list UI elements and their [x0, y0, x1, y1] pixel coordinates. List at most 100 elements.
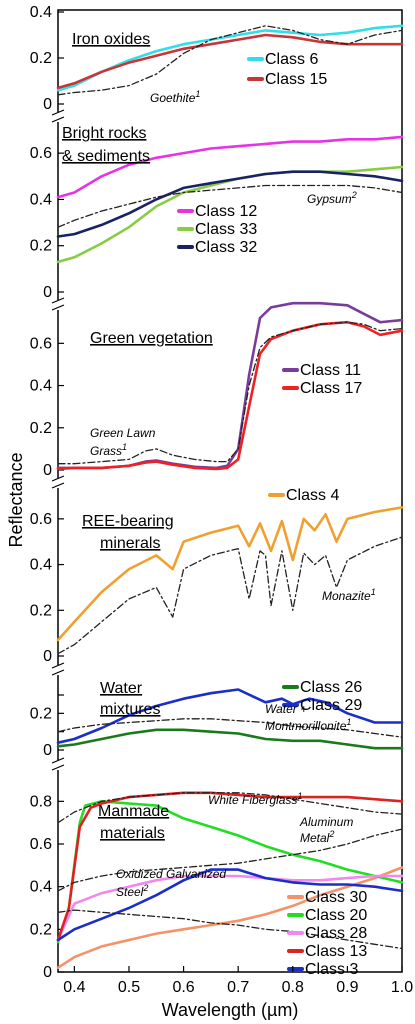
panel-1-ytick-label: 0.2 [30, 50, 52, 67]
panel-2-ytick-label: 0.4 [30, 191, 52, 208]
panel-6-ytick-label: 0.4 [30, 879, 52, 896]
panel-2-reference-label: Gypsum2 [307, 190, 357, 206]
panel-3-legend-class-17: Class 17 [300, 380, 362, 397]
panel-6-title: materials [100, 825, 165, 842]
y-axis-title: Reflectance [6, 452, 26, 547]
axis-break-mark [51, 475, 65, 482]
reference-name: Gypsum [307, 192, 352, 206]
reference-superscript: 1 [371, 587, 376, 597]
x-tick-label: 0.8 [282, 979, 304, 996]
axis-break-mark [51, 662, 65, 669]
reference-superscript: 2 [142, 883, 148, 893]
panel-1-reference-label: Goethite1 [150, 89, 200, 105]
panel-6-series-class-30 [56, 866, 404, 970]
reference-superscript: 1 [195, 89, 200, 99]
panel-2-series-class-32 [56, 170, 404, 238]
reference-name: Metal [300, 831, 330, 845]
axis-break-mark [51, 669, 65, 676]
reference-name: Grass [90, 444, 122, 458]
panel-5-series-class-26 [56, 728, 404, 750]
reference-name: Steel [116, 885, 144, 899]
x-tick-label: 0.5 [118, 979, 140, 996]
x-tick-label: 0.9 [336, 979, 358, 996]
reference-superscript: 1 [346, 717, 351, 727]
panel-5-legend-class-29: Class 29 [300, 697, 362, 714]
x-tick-label: 1.0 [391, 979, 413, 996]
panel-5-ytick-label: 0.2 [30, 705, 52, 722]
panel-6-reference-label: Steel2 [116, 883, 148, 899]
panel-3-legend-class-11: Class 11 [300, 362, 361, 379]
x-tick-label: 0.4 [63, 979, 85, 996]
reference-superscript: 1 [297, 791, 302, 801]
panel-3-reference-label: Green Lawn [90, 426, 156, 440]
panel-3-title: Green vegetation [90, 330, 213, 347]
panel-5-title: Water [100, 680, 143, 697]
panel-1-ytick-label: 0.4 [30, 4, 52, 21]
axis-break-mark [51, 482, 65, 489]
panel-6-reference-label: Oxidized Galvanized [116, 867, 226, 881]
reference-name: Oxidized Galvanized [116, 867, 226, 881]
panel-2-ytick-label: 0 [43, 284, 52, 301]
panel-4-series-monazite [57, 536, 403, 655]
panel-6-legend-class-30: Class 30 [305, 889, 367, 906]
panel-6-ytick-label: 0.8 [30, 793, 52, 810]
panel-2-title: & sediments [62, 148, 150, 165]
panel-6-legend-class-13: Class 13 [305, 943, 367, 960]
reference-name: Monazite [322, 589, 371, 603]
panel-6-ytick-label: 0 [43, 964, 52, 981]
panel-4-title: REE-bearing [82, 513, 174, 530]
panel-5-title: mixtures [100, 701, 160, 718]
axis-break-mark [51, 297, 65, 304]
panel-3-series-green-lawn-grass [57, 321, 403, 465]
panel-4-ytick-label: 0.4 [30, 557, 52, 574]
panel-1-title: Iron oxides [72, 31, 150, 48]
axis-break-gap [54, 760, 62, 770]
panel-3-ytick-label: 0.6 [30, 335, 52, 352]
axis-break-gap [54, 300, 62, 310]
panel-4-series-class-4 [56, 506, 404, 642]
axis-break-gap [54, 665, 62, 675]
panel-5-series-class-29 [56, 688, 404, 745]
panel-2-series-gypsum [57, 184, 403, 228]
panel-1-legend-class-6: Class 6 [265, 51, 318, 68]
panel-4-ytick-label: 0.6 [30, 511, 52, 528]
axis-break-mark [51, 757, 65, 764]
panel-6-series-white-fiberglass [57, 792, 403, 824]
plot-frame [57, 9, 403, 973]
reference-superscript: 2 [328, 829, 334, 839]
axis-break-mark [51, 304, 65, 311]
panel-5-series-water-montmorillonite [57, 718, 403, 738]
reference-superscript: 1 [122, 442, 127, 452]
panel-5-reference-label: Montmorillonite1 [265, 717, 351, 733]
reference-superscript: 2 [351, 190, 357, 200]
reference-name: Goethite [150, 91, 196, 105]
axis-break-mark [51, 764, 65, 771]
panel-6-reference-label: Metal2 [300, 829, 334, 845]
panel-4-ytick-label: 0 [43, 648, 52, 665]
panel-2-ytick-label: 0.2 [30, 238, 52, 255]
reference-name: Aluminum [299, 815, 353, 829]
axis-break-mark [51, 116, 65, 123]
reference-name: Montmorillonite [265, 719, 347, 733]
panel-6-series-class-28 [56, 874, 404, 942]
panel-6-reference-label: Aluminum [299, 815, 353, 829]
x-tick-label: 0.6 [172, 979, 194, 996]
axis-break-gap [54, 478, 62, 488]
panel-6-ytick-label: 0.6 [30, 836, 52, 853]
panel-4-reference-label: Monazite1 [322, 587, 376, 603]
axis-break-gap [54, 112, 62, 122]
reference-name: Water + [265, 702, 307, 716]
panel-6-legend-class-20: Class 20 [305, 907, 367, 924]
panel-1-ytick-label: 0 [43, 96, 52, 113]
axis-break-mark [51, 109, 65, 116]
panel-6-series-class-20 [56, 799, 404, 944]
panel-6-series-oxidized-galvanized-steel [57, 909, 403, 950]
panel-3-ytick-label: 0 [43, 462, 52, 479]
panel-6-ytick-label: 0.2 [30, 921, 52, 938]
reference-name: Green Lawn [90, 426, 156, 440]
panel-1-legend-class-15: Class 15 [265, 71, 327, 88]
panel-5-reference-label: Water + [265, 702, 307, 716]
panel-6-legend-class-3: Class 3 [305, 961, 358, 978]
panel-2-legend-class-12: Class 12 [195, 203, 257, 220]
